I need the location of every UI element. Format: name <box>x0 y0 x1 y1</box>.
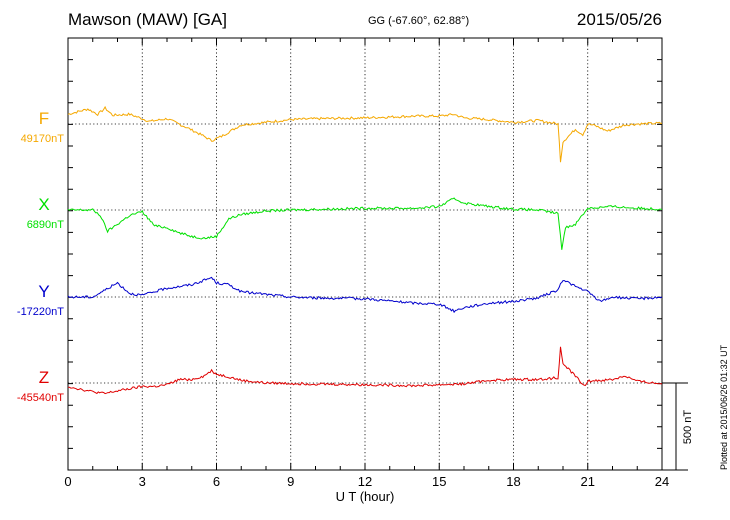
x-tick-label: 9 <box>287 474 294 489</box>
station-coordinates: GG (-67.60°, 62.88°) <box>368 15 470 27</box>
x-tick-label: 21 <box>581 474 595 489</box>
x-tick-label: 3 <box>139 474 146 489</box>
series-name-y: Y <box>38 282 49 301</box>
axis-ticks <box>67 38 663 470</box>
x-tick-label: 12 <box>358 474 372 489</box>
series-baseline-label-x: 6890nT <box>27 219 65 231</box>
series-name-f: F <box>39 109 49 128</box>
series-line-f <box>67 105 663 163</box>
x-tick-label: 18 <box>506 474 520 489</box>
station-title: Mawson (MAW) [GA] <box>68 10 227 29</box>
series-name-x: X <box>38 195 49 214</box>
x-tick-label: 0 <box>64 474 71 489</box>
series-baseline-label-f: 49170nT <box>21 133 65 145</box>
series-line-y <box>67 276 663 314</box>
x-tick-label: 15 <box>432 474 446 489</box>
series-line-x <box>67 197 663 250</box>
chart-date: 2015/05/26 <box>576 10 662 29</box>
scale-bar-label: 500 nT <box>682 410 694 445</box>
series-baseline-label-z: -45540nT <box>17 392 64 404</box>
series-line-z <box>68 346 663 395</box>
series-baseline-label-y: -17220nT <box>17 306 64 318</box>
series-name-z: Z <box>39 368 49 387</box>
x-axis-label: U T (hour) <box>336 489 395 504</box>
x-tick-label: 24 <box>655 474 669 489</box>
x-tick-label: 6 <box>213 474 220 489</box>
plotted-timestamp: Plotted at 2015/06/26 01:32 UT <box>719 344 729 470</box>
